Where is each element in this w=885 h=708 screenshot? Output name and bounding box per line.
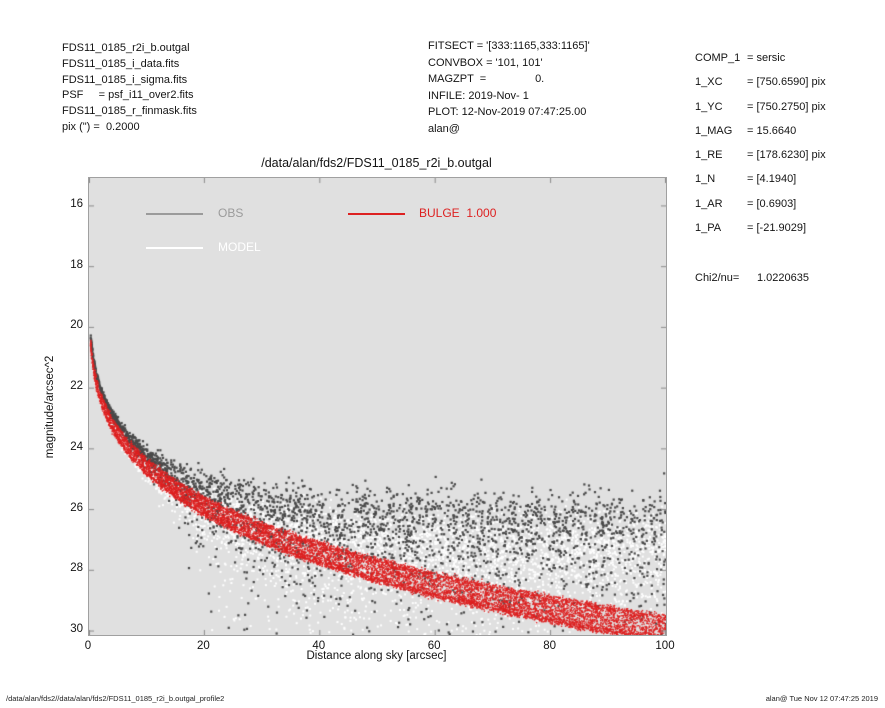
x-tick-label: 60	[427, 640, 441, 652]
param-row: 1_YC = [750.2750] pix	[695, 95, 826, 119]
y-tick-label: 16	[70, 197, 83, 210]
legend-label-model: MODEL	[218, 240, 261, 254]
legend-line-model	[146, 247, 203, 249]
param-label: 1_YC	[695, 100, 723, 113]
param-value: = [4.1940]	[747, 173, 797, 186]
param-value: = sersic	[747, 52, 786, 64]
y-tick-label: 28	[70, 562, 83, 575]
header-line: FDS11_0185_i_sigma.fits	[62, 73, 188, 86]
plot-area: OBS MODEL BULGE 1.000	[88, 177, 667, 636]
param-label: COMP_1	[695, 52, 741, 64]
header-line: FDS11_0185_r2i_b.outgal	[62, 42, 190, 54]
chi2-row: Chi2/nu= 1.0220635	[695, 266, 826, 290]
param-row: 1_AR = [0.6903]	[695, 192, 826, 216]
param-label: 1_RE	[695, 149, 723, 162]
param-row: 1_XC = [750.6590] pix	[695, 70, 826, 94]
header-line: alan@	[428, 122, 460, 135]
header-line: PLOT: 12-Nov-2019 07:47:25.00	[428, 106, 587, 119]
param-row: 1_N = [4.1940]	[695, 167, 826, 191]
legend-label-bulge: BULGE 1.000	[419, 206, 497, 220]
param-label: 1_MAG	[695, 124, 733, 137]
scatter-plot-canvas	[89, 178, 666, 635]
y-tick-label: 30	[70, 623, 83, 636]
param-row: 1_MAG = 15.6640	[695, 119, 826, 143]
param-label: 1_AR	[695, 197, 723, 210]
param-row: 1_RE = [178.6230] pix	[695, 143, 826, 167]
header-params-block: COMP_1 = sersic 1_XC = [750.6590] pix 1_…	[695, 46, 826, 291]
plot-title: /data/alan/fds2/FDS11_0185_r2i_b.outgal	[261, 156, 492, 170]
legend-line-obs	[146, 213, 203, 215]
legend-label-obs: OBS	[218, 206, 244, 220]
y-tick-label: 26	[70, 501, 83, 514]
param-label: 1_N	[695, 173, 716, 186]
header-line: INFILE: 2019-Nov- 1	[428, 89, 529, 102]
param-value: = [178.6230] pix	[747, 149, 826, 162]
header-line: FDS11_0185_r_finmask.fits	[62, 105, 197, 118]
param-value: = [750.6590] pix	[747, 76, 826, 89]
x-tick-label: 0	[84, 640, 92, 652]
y-tick-label: 22	[70, 380, 83, 393]
legend-line-bulge	[348, 213, 405, 215]
param-label: 1_XC	[695, 76, 723, 89]
header-line: pix (") = 0.2000	[62, 120, 140, 133]
param-value: = [0.6903]	[747, 197, 797, 210]
param-row: 1_PA = [-21.9029]	[695, 216, 826, 240]
x-tick-label: 40	[312, 640, 326, 652]
header-line: PSF = psf_i11_over2.fits	[62, 89, 194, 102]
header-line: MAGZPT = 0.	[428, 73, 545, 86]
footer-output-path: /data/alan/fds2//data/alan/fds2/FDS11_01…	[6, 694, 225, 703]
chi2-value: 1.0220635	[757, 272, 809, 285]
param-row: COMP_1 = sersic	[695, 46, 826, 70]
chi2-label: Chi2/nu=	[695, 272, 740, 285]
param-value: = [-21.9029]	[747, 222, 807, 235]
y-tick-label: 18	[70, 258, 83, 271]
y-tick-label: 24	[70, 440, 83, 453]
x-axis-label: Distance along sky [arcsec]	[306, 650, 447, 662]
x-tick-label: 80	[543, 640, 556, 652]
param-value: = 15.6640	[747, 124, 797, 137]
x-tick-label: 20	[196, 640, 210, 652]
header-files-block: FDS11_0185_r2i_b.outgal FDS11_0185_i_dat…	[62, 41, 197, 136]
x-tick-label: 100	[655, 640, 675, 652]
footer-user-timestamp: alan@ Tue Nov 12 07:47:25 2019	[765, 694, 878, 703]
header-line: FDS11_0185_i_data.fits	[62, 57, 180, 70]
header-line: FITSECT = '[333:1165,333:1165]'	[428, 40, 590, 52]
y-tick-label: 20	[70, 319, 83, 332]
param-value: = [750.2750] pix	[747, 100, 826, 113]
header-fit-block: FITSECT = '[333:1165,333:1165]' CONVBOX …	[428, 38, 590, 138]
param-label: 1_PA	[695, 222, 722, 235]
header-line: CONVBOX = '101, 101'	[428, 56, 543, 69]
